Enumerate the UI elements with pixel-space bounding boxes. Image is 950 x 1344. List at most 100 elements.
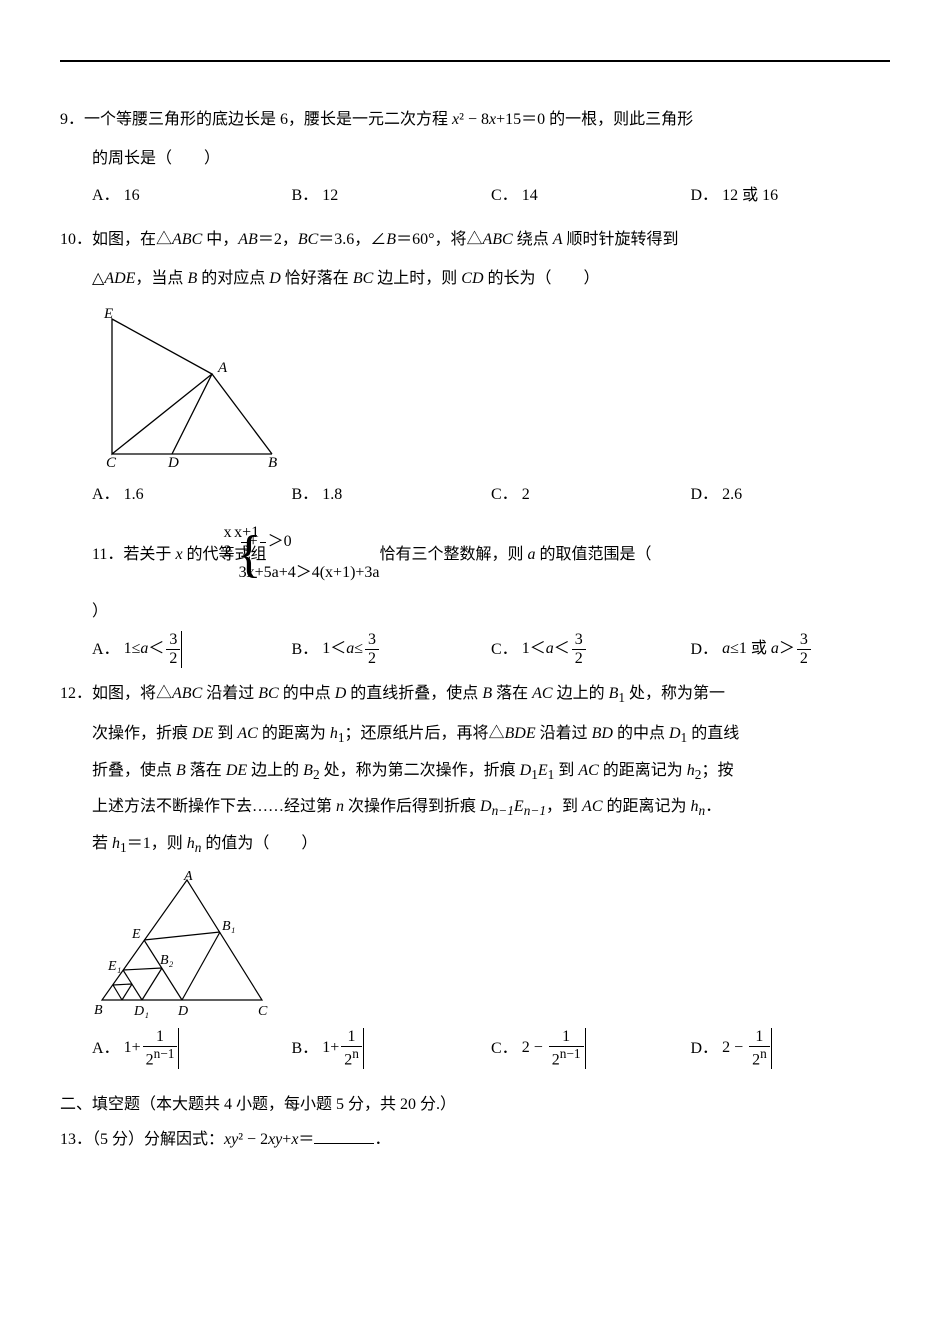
t: 的取值范围是（ — [536, 546, 652, 563]
question-10: 10．如图，在△ABC 中，AB＝2，BC＝3.6，∠B＝60°，将△ABC 绕… — [60, 222, 890, 513]
t: 如图，将△ — [92, 685, 172, 702]
q9-opt-c-val: 14 — [522, 178, 538, 213]
e: n−1 — [154, 1046, 175, 1061]
t: ＝3.6，∠ — [318, 231, 386, 248]
t: △ — [92, 270, 104, 287]
q9-opt-a-val: 16 — [124, 178, 140, 213]
a: a — [722, 640, 730, 657]
mid: − 2 — [243, 1131, 268, 1148]
e: n — [760, 1046, 767, 1061]
system-content: x2+x+13＞0 3x+5a+4＞4(x+1)+3a — [271, 524, 380, 586]
b: B — [176, 762, 186, 779]
t: 边上的 — [247, 762, 303, 779]
t: 折叠，使点 — [92, 762, 176, 779]
n: 3 — [166, 631, 180, 650]
a: a — [546, 640, 554, 657]
question-9: 9．一个等腰三角形的底边长是 6，腰长是一元二次方程 x² − 8x+15＝0 … — [60, 102, 890, 214]
t: 1+ — [124, 1039, 141, 1056]
gt: ＞ — [779, 640, 795, 657]
q10-opt-b: B．1.8 — [292, 477, 492, 512]
q12-num: 12． — [60, 685, 92, 702]
section-2-title: 二、填空题（本大题共 4 小题，每小题 5 分，共 20 分.） — [60, 1087, 890, 1122]
lbl-b: B — [94, 1003, 103, 1018]
t: 1＜ — [322, 640, 346, 657]
t: ＝1，则 — [127, 835, 187, 852]
n: x+1 — [260, 524, 266, 543]
lbl-e1: E₁ — [107, 959, 121, 974]
e: n — [352, 1046, 359, 1061]
d1: D — [520, 762, 532, 779]
gt0: ＞0 — [268, 533, 292, 550]
sys-line1: x2+x+13＞0 — [271, 524, 380, 560]
v: 1.6 — [124, 477, 144, 512]
d: D — [269, 270, 281, 287]
opt-label: D． — [691, 477, 719, 512]
lbl-c: C — [258, 1004, 268, 1019]
t: 的距离记为 — [603, 798, 691, 815]
t: 边上时，则 — [373, 270, 461, 287]
n: 3 — [365, 631, 379, 650]
q12-opt-c: C． 2 − 12n−1 — [491, 1028, 691, 1069]
q10-opt-a: A．1.6 — [92, 477, 292, 512]
d: 2 — [365, 650, 379, 668]
t: ，当点 — [135, 270, 187, 287]
t: 恰有三个整数解，则 — [380, 546, 528, 563]
t: 的距离记为 — [599, 762, 687, 779]
d: 2 — [572, 650, 586, 668]
abc: ABC — [172, 231, 202, 248]
ac: AC — [582, 798, 602, 815]
t: 的距离为 — [258, 725, 330, 742]
v: 1+12n — [322, 1028, 366, 1069]
q10-line2: △ADE，当点 B 的对应点 D 恰好落在 BC 边上时，则 CD 的长为（ ） — [60, 261, 890, 296]
ac: AC — [578, 762, 598, 779]
bc: BC — [298, 231, 318, 248]
xy2: xy — [224, 1131, 238, 1148]
q10-options: A．1.6 B．1.8 C．2 D．2.6 — [60, 477, 890, 512]
b2s: 2 — [313, 767, 320, 782]
t: 恰好落在 — [281, 270, 353, 287]
lt: ＜ — [148, 640, 164, 657]
n: 1 — [143, 1028, 178, 1047]
opt-label: B． — [292, 477, 319, 512]
t: ≤1 或 — [730, 640, 771, 657]
t: 边上的 — [553, 685, 609, 702]
lbl-d: D — [177, 1004, 188, 1019]
d: 3 — [260, 543, 266, 561]
bd: BD — [592, 725, 613, 742]
q13-pts: （5 分） — [92, 1131, 144, 1148]
opt-label: C． — [491, 1031, 518, 1066]
opt-label: A． — [92, 1031, 120, 1066]
q9-opt-d: D．12 或 16 — [691, 178, 891, 213]
question-12: 12．如图，将△ABC 沿着过 BC 的中点 D 的直线折叠，使点 B 落在 A… — [60, 676, 890, 1069]
question-13: 13．（5 分）分解因式：xy² − 2xy+x＝． — [60, 1122, 890, 1157]
ac: AC — [532, 685, 552, 702]
v: 1+12n−1 — [124, 1028, 182, 1069]
v: 1＜a≤32 — [322, 631, 381, 667]
q13-num: 13． — [60, 1131, 92, 1148]
top-rule — [60, 60, 890, 62]
q9-eq-rest: ² − 8 — [459, 111, 489, 128]
d: D — [335, 685, 347, 702]
d: 2n — [341, 1047, 362, 1069]
en: E — [514, 798, 524, 815]
lbl-e: E — [131, 927, 141, 942]
q9-stem: 9．一个等腰三角形的底边长是 6，腰长是一元二次方程 x² − 8x+15＝0 … — [60, 102, 890, 137]
lt: ＜ — [554, 640, 570, 657]
opt-label: C． — [491, 477, 518, 512]
t: 的对应点 — [197, 270, 269, 287]
v: 1.8 — [322, 477, 342, 512]
q9-opt-b-val: 12 — [322, 178, 338, 213]
plus: + — [282, 1131, 291, 1148]
t: 若关于 — [123, 546, 175, 563]
t: 落在 — [492, 685, 532, 702]
d1: D — [669, 725, 681, 742]
bde: BDE — [505, 725, 536, 742]
bc2: BC — [353, 270, 373, 287]
t: ＝2， — [258, 231, 298, 248]
tail: ． — [374, 1131, 390, 1148]
hn: h — [691, 798, 699, 815]
t: ＝60°，将△ — [396, 231, 482, 248]
bc: BC — [258, 685, 278, 702]
q12-line2: 次操作，折痕 DE 到 AC 的距离为 h1；还原纸片后，再将△BDE 沿着过 … — [60, 716, 890, 753]
q12-opt-b: B． 1+12n — [292, 1028, 492, 1069]
